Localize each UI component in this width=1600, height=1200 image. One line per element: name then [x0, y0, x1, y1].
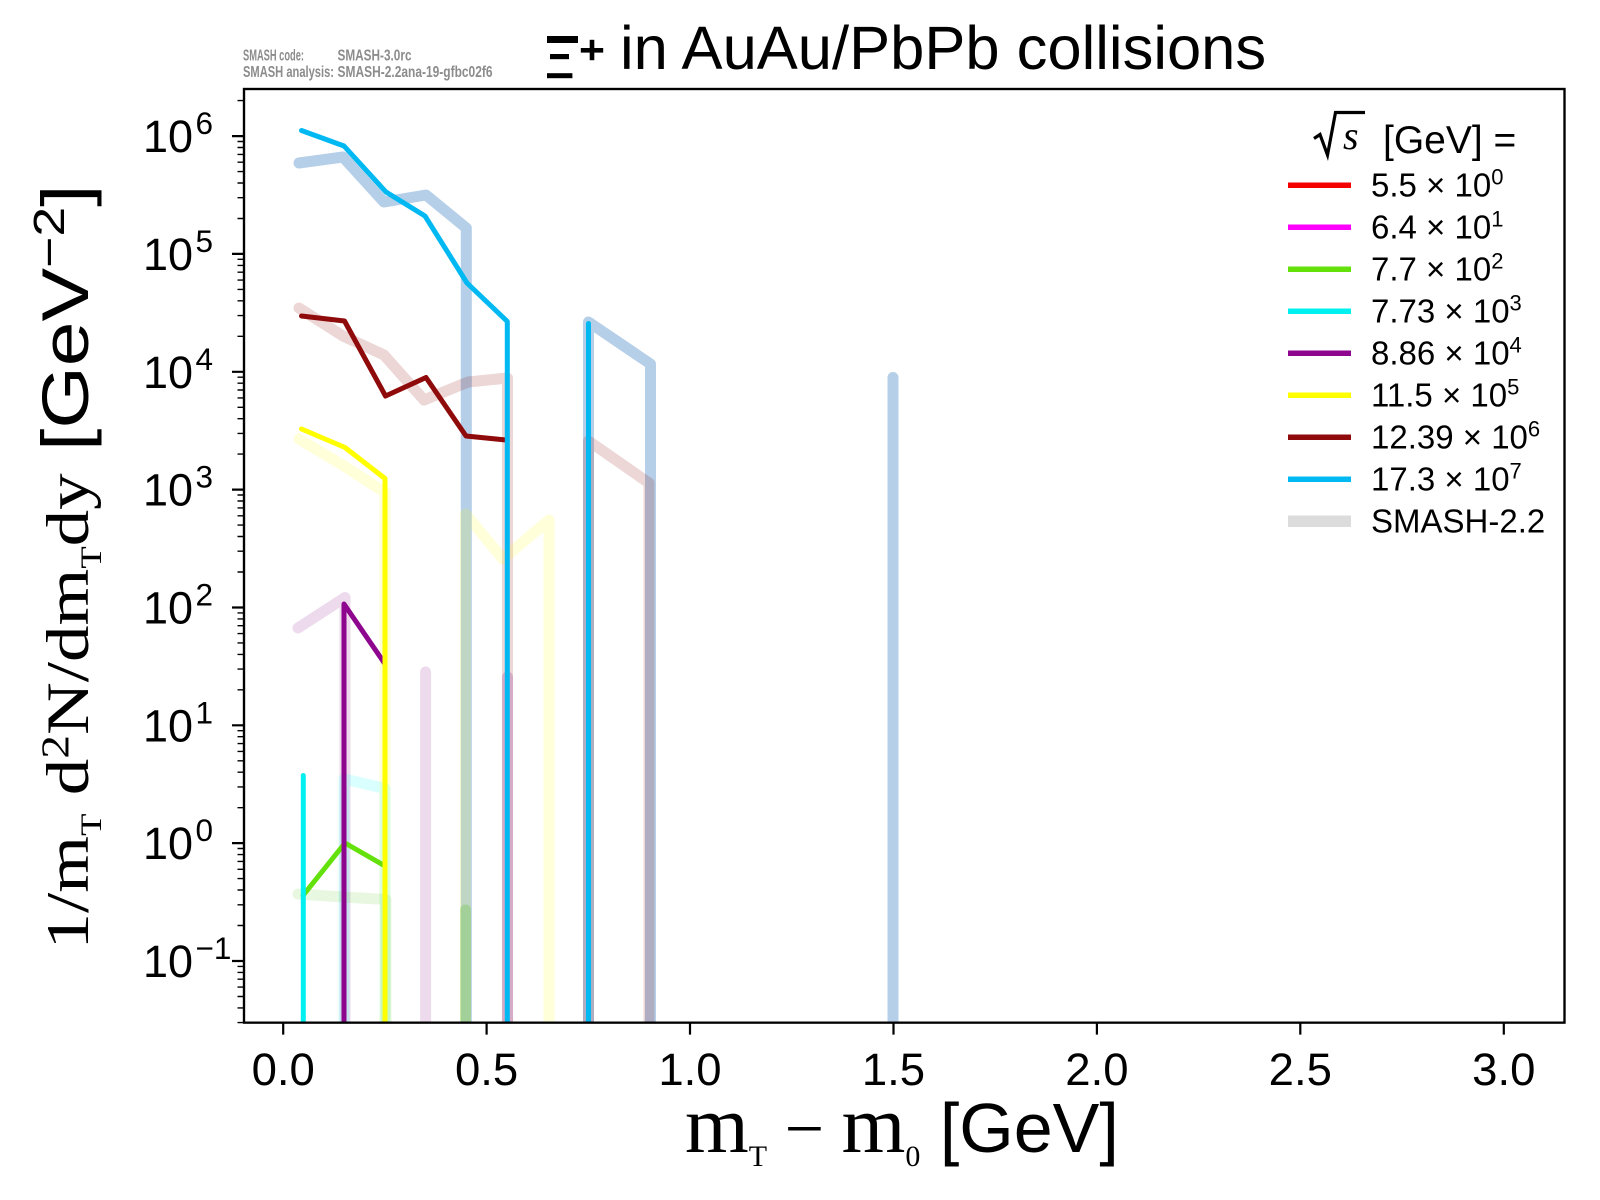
svg-text:11.5 × 105: 11.5 × 105: [1371, 375, 1519, 414]
svg-text:4: 4: [196, 341, 214, 377]
svg-text:1: 1: [196, 694, 214, 730]
svg-text:SMASH-2.2: SMASH-2.2: [1371, 503, 1545, 540]
svg-text:in AuAu/PbPb collisions: in AuAu/PbPb collisions: [620, 14, 1266, 83]
svg-text:12.39 × 106: 12.39 × 106: [1371, 417, 1540, 456]
svg-text:8.86 × 104: 8.86 × 104: [1371, 333, 1522, 372]
svg-text:[GeV] =: [GeV] =: [1383, 119, 1516, 162]
svg-text:0.0: 0.0: [252, 1044, 315, 1095]
svg-text:6: 6: [196, 105, 214, 141]
svg-text:0: 0: [196, 812, 214, 848]
svg-text:2.0: 2.0: [1065, 1044, 1128, 1095]
svg-text:6.4 × 101: 6.4 × 101: [1371, 207, 1503, 246]
svg-text:3.0: 3.0: [1472, 1044, 1535, 1095]
svg-text:1.0: 1.0: [658, 1044, 721, 1095]
svg-text:SMASH-3.0rc: SMASH-3.0rc: [338, 48, 412, 65]
svg-text:0.5: 0.5: [455, 1044, 518, 1095]
svg-text:10: 10: [143, 583, 193, 634]
svg-text:2.5: 2.5: [1269, 1044, 1332, 1095]
svg-text:3: 3: [196, 459, 214, 495]
svg-text:17.3 × 107: 17.3 × 107: [1371, 459, 1522, 498]
svg-text:mT − m0 [GeV]: mT − m0 [GeV]: [685, 1079, 1119, 1173]
svg-text:10: 10: [143, 465, 193, 516]
svg-text:10: 10: [143, 347, 193, 398]
svg-text:7.7 × 102: 7.7 × 102: [1371, 249, 1503, 288]
svg-text:5.5 × 100: 5.5 × 100: [1371, 165, 1503, 204]
svg-text:10: 10: [143, 111, 193, 162]
svg-text:10: 10: [143, 818, 193, 869]
svg-text:10: 10: [143, 936, 193, 987]
svg-text:5: 5: [196, 223, 214, 259]
svg-text:−1: −1: [196, 930, 232, 966]
svg-text:s: s: [1343, 113, 1359, 158]
svg-text:SMASH analysis:: SMASH analysis:: [243, 64, 334, 81]
svg-text:2: 2: [196, 577, 214, 613]
svg-text:7.73 × 103: 7.73 × 103: [1371, 291, 1522, 330]
svg-text:1.5: 1.5: [862, 1044, 925, 1095]
svg-text:10: 10: [143, 229, 193, 280]
svg-text:SMASH code:: SMASH code:: [243, 48, 304, 65]
svg-text:SMASH-2.2ana-19-gfbc02f6: SMASH-2.2ana-19-gfbc02f6: [338, 64, 493, 81]
svg-text:10: 10: [143, 700, 193, 751]
